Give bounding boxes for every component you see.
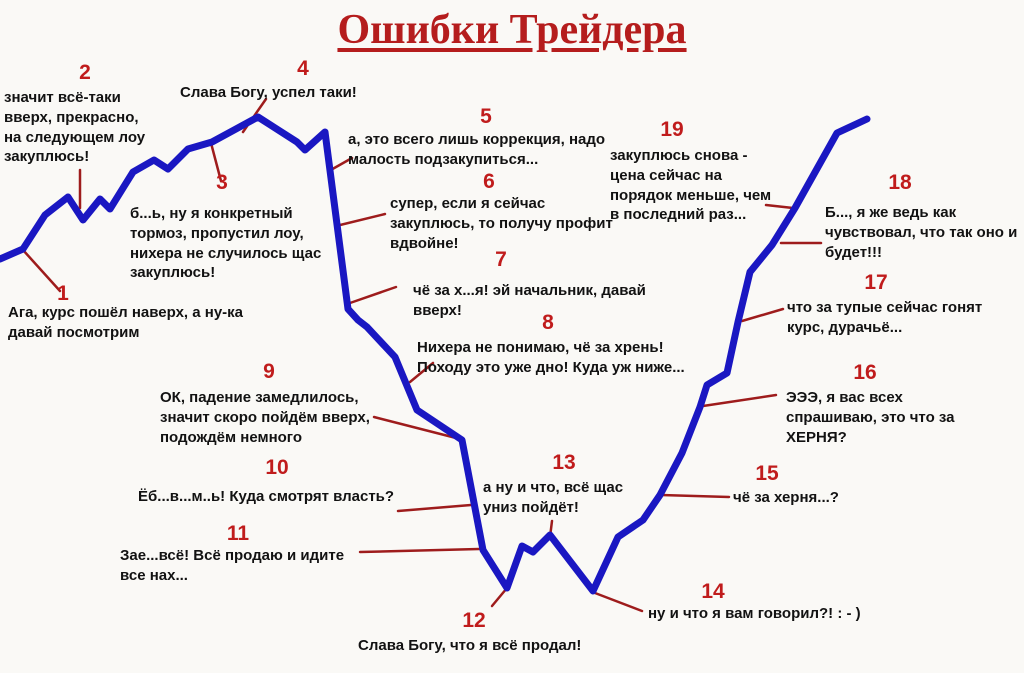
annotation-number-13: 13: [552, 451, 576, 474]
annotation-connector-10: [396, 503, 473, 513]
annotation-connector-17: [740, 307, 785, 323]
annotation-number-17: 17: [864, 271, 888, 294]
annotation-connector-12: [490, 586, 509, 608]
annotation-connector-6: [334, 212, 387, 228]
annotation-text-6: супер, если я сейчас закуплюсь, то получ…: [390, 195, 613, 252]
annotation-number-18: 18: [888, 171, 912, 194]
annotation-connector-8: [408, 361, 435, 384]
annotation-number-2: 2: [79, 61, 91, 84]
annotation-connector-1: [21, 248, 62, 293]
annotation-text-4: Слава Богу, успел таки!: [180, 84, 357, 101]
annotation-connector-19: [764, 203, 795, 210]
annotation-number-12: 12: [462, 609, 486, 632]
annotation-connectors: [21, 97, 823, 613]
annotation-text-2: значит всё-таки вверх, прекрасно, на сле…: [4, 89, 146, 166]
annotation-number-14: 14: [701, 580, 725, 603]
annotation-number-5: 5: [480, 105, 492, 128]
annotation-number-10: 10: [265, 456, 289, 479]
annotation-number-7: 7: [495, 248, 507, 271]
annotation-connector-16: [701, 393, 778, 408]
annotation-connector-11: [358, 547, 481, 554]
annotation-text-8: Нихера не понимаю, чё за хрень! Походу э…: [417, 339, 685, 376]
annotation-text-18: Б..., я же ведь как чувствовал, что так …: [825, 204, 1018, 261]
price-line: [0, 113, 871, 595]
annotation-connector-9: [372, 415, 462, 441]
annotation-number-16: 16: [853, 361, 877, 384]
annotation-number-9: 9: [263, 360, 275, 383]
annotation-number-6: 6: [483, 170, 495, 193]
annotation-number-15: 15: [755, 462, 779, 485]
annotation-text-19: закуплюсь снова - цена сейчас на порядок…: [610, 147, 772, 224]
annotation-text-12: Слава Богу, что я всё продал!: [358, 637, 582, 654]
annotation-text-11: Зае...всё! Всё продаю и идите все нах...: [120, 547, 345, 584]
annotation-text-5: а, это всего лишь коррекция, надо малост…: [348, 131, 606, 168]
annotation-connector-3: [209, 141, 223, 183]
annotation-text-16: ЭЭЭ, я вас всех спрашиваю, это что за ХЕ…: [786, 389, 955, 446]
annotation-number-3: 3: [216, 171, 228, 194]
annotation-number-1: 1: [57, 282, 69, 305]
annotation-number-11: 11: [226, 522, 250, 545]
annotation-text-14: ну и что я вам говорил?! : - ): [648, 605, 861, 622]
annotation-text-15: чё за херня...?: [733, 489, 839, 506]
annotation-number-8: 8: [542, 311, 554, 334]
annotation-text-9: ОК, падение замедлилось, значит скоро по…: [160, 389, 370, 446]
annotation-connector-15: [659, 493, 731, 499]
annotation-number-4: 4: [297, 57, 309, 80]
annotation-connector-7: [348, 285, 398, 305]
annotation-connector-14: [593, 591, 644, 613]
annotation-text-7: чё за х...я! эй начальник, давай вверх!: [413, 282, 646, 319]
annotation-text-3: б...ь, ну я конкретный тормоз, пропустил…: [130, 205, 322, 282]
annotation-number-19: 19: [660, 118, 684, 141]
annotation-text-10: Ёб...в...м..ь! Куда смотрят власть?: [138, 488, 395, 505]
annotation-text-13: а ну и что, всё щас униз пойдёт!: [483, 479, 624, 516]
annotation-text-17: что за тупые сейчас гонят курс, дурачьё.…: [787, 299, 983, 336]
annotation-text-1: Ага, курс пошёл наверх, а ну-ка давай по…: [8, 304, 244, 341]
page-title: Ошибки Трейдера: [337, 7, 687, 53]
